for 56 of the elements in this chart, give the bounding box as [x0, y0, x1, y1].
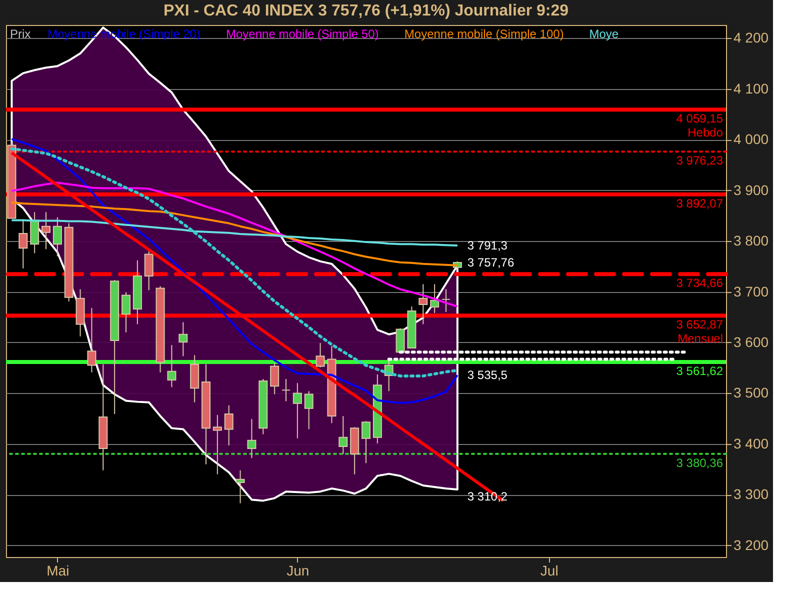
candlestick — [144, 250, 154, 291]
candlestick — [418, 284, 428, 325]
candlestick — [30, 212, 40, 254]
text: Moye — [589, 27, 619, 41]
candlestick — [190, 354, 200, 403]
y-tick-label: 4 000 — [734, 131, 769, 148]
text: Moyenne mobile (Simple 50) — [226, 27, 379, 41]
ref-line-label: 3 976,23 — [676, 154, 724, 168]
y-tick-label: 3 800 — [734, 232, 769, 249]
y-tick-label: 4 100 — [734, 80, 769, 96]
candlestick — [212, 414, 222, 475]
line-series — [10, 182, 458, 308]
candlestick — [87, 307, 96, 373]
candlestick — [224, 404, 234, 446]
candlestick — [338, 416, 348, 455]
y-tick-label: 3 200 — [734, 536, 769, 553]
candlestick — [236, 470, 245, 504]
candlestick — [442, 288, 450, 313]
text: Prix — [10, 27, 31, 41]
candlestick — [282, 378, 290, 402]
y-tick-label: 3 700 — [734, 283, 769, 300]
candlestick — [18, 218, 28, 269]
chart-title: PXI - CAC 40 INDEX 3 757,76 (+1,91%) Journalier 9:29 — [163, 2, 569, 20]
ref-line-label: 3 734,66 — [676, 276, 724, 290]
y-tick-label: 3 600 — [734, 334, 769, 350]
y-tick-label: 3 900 — [734, 182, 769, 198]
y-tick-label: 3 500 — [734, 384, 769, 401]
y-tick-label: 4 200 — [734, 30, 769, 46]
text: 3 757,76 — [467, 255, 514, 270]
ref-line-label: 3 380,36 — [676, 456, 724, 470]
y-tick-label: 3 300 — [734, 486, 769, 502]
candlestick — [52, 216, 62, 257]
x-tick-label: Jul — [540, 562, 558, 578]
data-label: 3 791,3 — [467, 238, 508, 252]
candlestick — [362, 420, 370, 464]
candlestick — [42, 212, 50, 250]
candlestick — [167, 344, 176, 388]
candlestick — [316, 342, 325, 368]
candlestick — [304, 390, 314, 430]
candlestick — [430, 284, 440, 314]
ref-line-label: 4 059,15 Hebdo — [676, 112, 724, 140]
candlestick — [178, 322, 188, 357]
x-tick-label: Mai — [46, 562, 70, 578]
candlestick — [292, 382, 302, 439]
candlestick — [122, 292, 130, 333]
ref-line-label: 3 652,87 Mensuel — [676, 318, 724, 346]
y-tick-label: 3 400 — [734, 435, 769, 452]
text: Moyenne mobile (Simple 100) — [404, 27, 564, 41]
ref-line-label: 3 892,07 — [676, 196, 724, 210]
ref-line-label: 3 561,62 — [676, 364, 724, 378]
line-series — [10, 219, 458, 246]
candlestick — [247, 418, 256, 459]
x-tick-label: Jun — [286, 562, 310, 578]
data-label: 3 535,5 — [467, 368, 508, 382]
line-series — [10, 202, 458, 266]
candlestick — [270, 362, 280, 395]
